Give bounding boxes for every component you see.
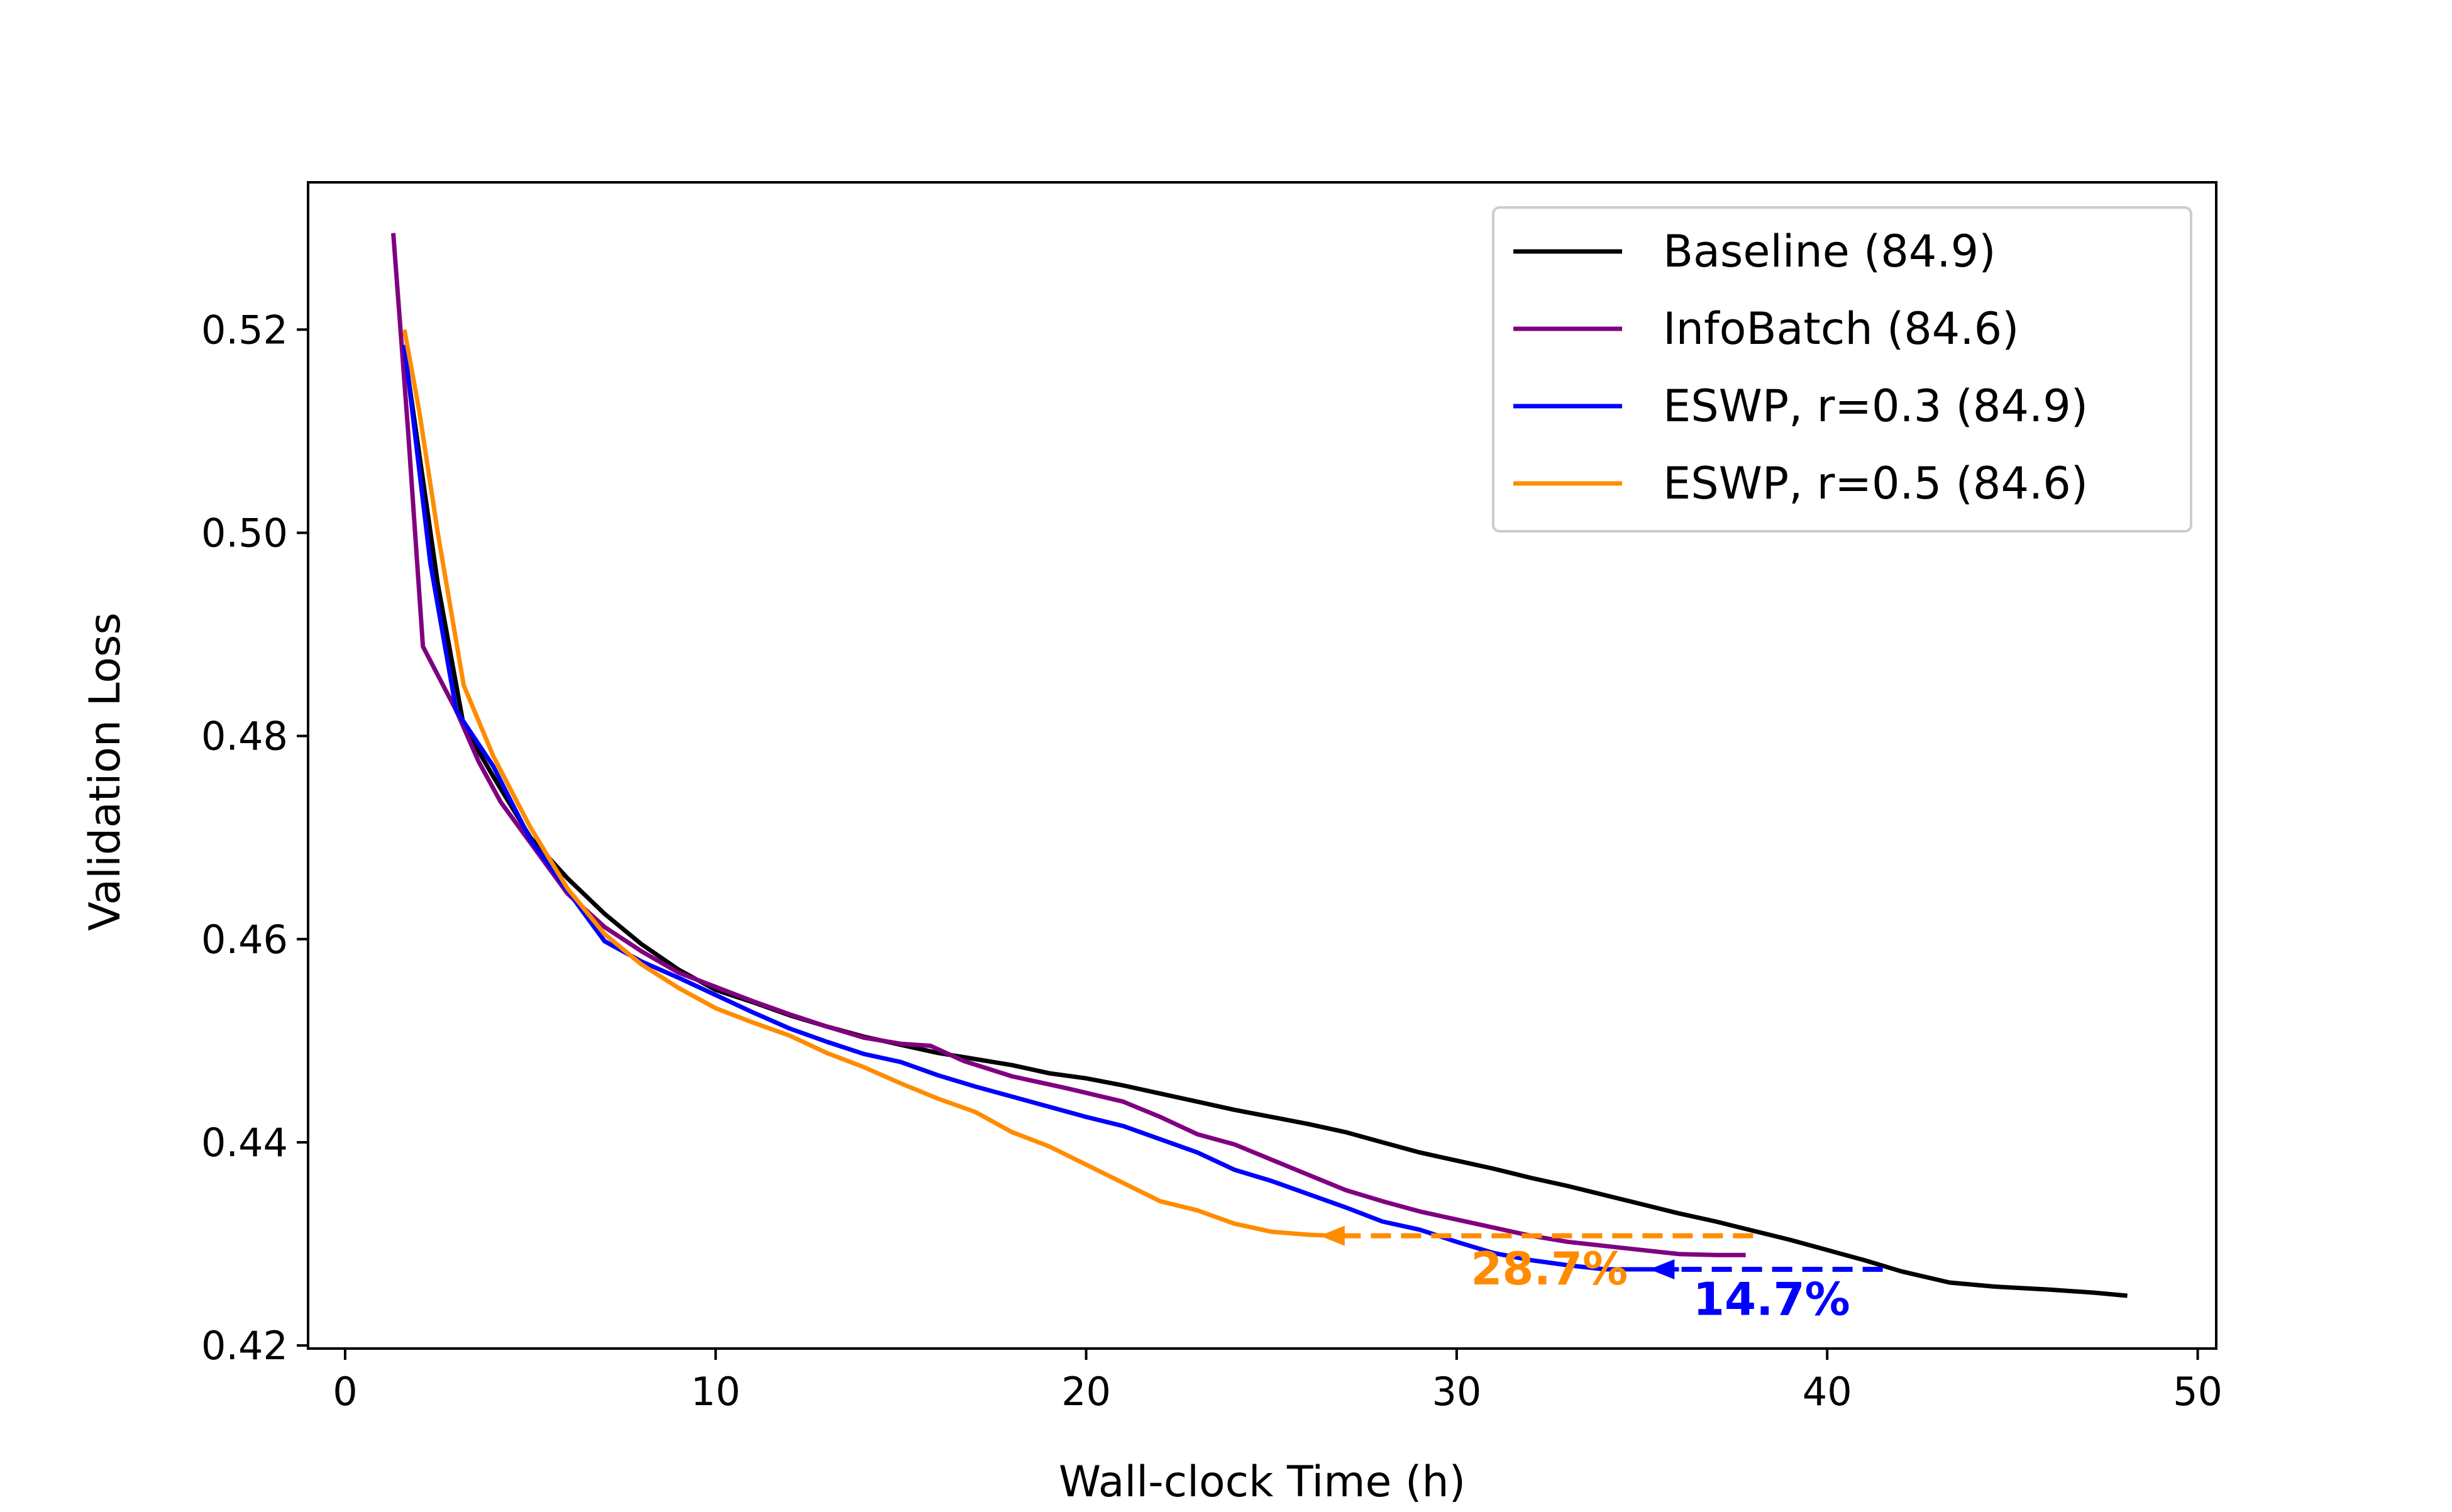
series-line-2 xyxy=(402,345,1679,1272)
x-axis-ticks: 0 10 20 30 40 50 xyxy=(333,1349,2223,1415)
series-line-3 xyxy=(402,329,1335,1239)
y-tick-label: 0.48 xyxy=(201,714,288,759)
annotations: 28.7% 14.7% xyxy=(1319,1225,1883,1325)
legend: Baseline (84.9) InfoBatch (84.6) ESWP, r=0… xyxy=(1492,206,2192,533)
y-tick-label: 0.52 xyxy=(201,307,288,353)
y-tick-label: 0.44 xyxy=(201,1120,288,1166)
y-tick-label: 0.46 xyxy=(201,917,288,963)
legend-label-3: ESWP, r=0.5 (84.6) xyxy=(1663,458,2088,509)
x-tick-label: 50 xyxy=(2173,1369,2223,1415)
x-axis-title: Wall-clock Time (h) xyxy=(1059,1457,1466,1507)
x-tick-label: 40 xyxy=(1803,1369,1852,1415)
legend-label-2: ESWP, r=0.3 (84.9) xyxy=(1663,380,2088,432)
annotation-label-1: 14.7% xyxy=(1693,1272,1850,1325)
annotation-label-0: 28.7% xyxy=(1471,1242,1628,1295)
legend-label-0: Baseline (84.9) xyxy=(1663,226,1996,277)
plot-frame xyxy=(307,181,2217,1350)
x-tick-label: 10 xyxy=(691,1369,741,1415)
legend-label-1: InfoBatch (84.6) xyxy=(1663,303,2019,355)
y-tick-label: 0.50 xyxy=(201,510,288,556)
x-tick-label: 30 xyxy=(1432,1369,1481,1415)
y-axis-ticks: 0.42 0.44 0.46 0.48 0.50 0.52 xyxy=(201,307,308,1369)
plot-area xyxy=(307,181,2217,1350)
x-tick-label: 20 xyxy=(1061,1369,1111,1415)
annotation-arrowhead-0 xyxy=(1319,1225,1345,1246)
legend-box xyxy=(1492,206,2192,533)
y-axis-title: Validation Loss xyxy=(80,612,130,931)
y-tick-label: 0.42 xyxy=(201,1323,288,1369)
series-line-0 xyxy=(402,350,2128,1298)
annotation-arrowhead-1 xyxy=(1649,1259,1675,1279)
x-tick-label: 0 xyxy=(333,1369,357,1415)
series-line-1 xyxy=(391,233,1746,1257)
